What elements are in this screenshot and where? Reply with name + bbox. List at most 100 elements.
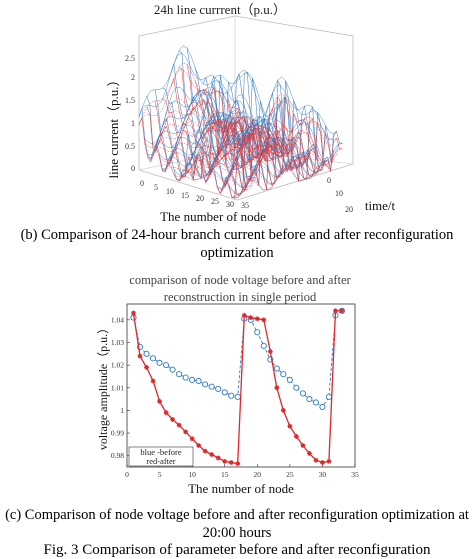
x-tick-label: 20: [254, 470, 262, 479]
x-tick-label: 30: [226, 200, 234, 209]
data-point: [150, 355, 157, 362]
surface-line: [138, 62, 236, 125]
surface-line: [147, 99, 244, 158]
data-point: [312, 399, 319, 406]
data-point: [143, 350, 150, 357]
y-tick-label: 1.04: [111, 315, 124, 324]
x-tick-label: 25: [211, 197, 219, 206]
x-tick-label: 25: [286, 470, 294, 479]
y-tick-label: 0.98: [111, 451, 124, 460]
data-point: [333, 308, 338, 314]
surface-line: [176, 134, 273, 180]
z-tick-label: 1: [131, 119, 135, 128]
caption-b: (b) Comparison of 24-hour branch current…: [20, 227, 454, 261]
data-point: [235, 461, 241, 467]
surface-line: [246, 129, 343, 191]
chart-b-y-ticks: 0 10 20: [327, 176, 353, 214]
x-tick-label: 35: [351, 470, 359, 479]
data-point: [137, 353, 143, 359]
legend-box: [128, 446, 194, 467]
surface-line: [194, 80, 303, 175]
legend-item-before: blue -before: [140, 447, 182, 457]
y-tick-label: 0.99: [111, 429, 124, 438]
data-point: [313, 457, 319, 463]
data-point: [319, 403, 326, 411]
surface-line: [208, 128, 305, 178]
z-tick-label: 0: [131, 164, 135, 173]
data-point: [176, 422, 182, 428]
data-point: [144, 364, 149, 370]
surface-line: [222, 151, 320, 188]
data-point: [234, 393, 241, 400]
figure-caption: Fig. 3 Comparison of parameter before an…: [43, 542, 431, 558]
surface-line: [154, 100, 263, 192]
data-point: [307, 451, 312, 456]
data-point: [280, 408, 286, 413]
surface-line: [196, 111, 294, 160]
data-point: [222, 458, 228, 464]
surface-line: [186, 47, 295, 178]
data-point: [299, 390, 306, 397]
surface-line: [138, 45, 236, 118]
data-point: [169, 366, 176, 373]
data-point: [325, 393, 332, 400]
data-point: [131, 310, 136, 316]
x-tick-label: 5: [154, 183, 158, 192]
surface-line: [196, 99, 294, 155]
surface-line: [156, 111, 253, 152]
surface-line: [193, 130, 291, 176]
y-tick-label: 0: [327, 176, 331, 185]
x-tick-label: 10: [166, 187, 174, 196]
surface-line: [176, 146, 273, 180]
data-point: [183, 429, 189, 435]
z-tick-label: 2.5: [125, 54, 135, 63]
x-tick-label: 0: [140, 179, 144, 188]
chart-c-xlabel: The number of node: [188, 481, 294, 496]
data-point: [215, 385, 222, 392]
chart-b-z-ticks: 2.5 2 1.5 1 0.5 0: [125, 54, 135, 173]
surface-line: [202, 88, 311, 182]
data-point: [163, 410, 169, 416]
x-tick-label: 35: [241, 201, 249, 210]
chart-c-ticks: 0 5 10 15 20 25 30 35 0.98 0.99 1 1.01 1.02 1.03 1.04: [111, 315, 359, 479]
surface-line: [205, 125, 302, 184]
surface-line: [141, 52, 239, 109]
x-tick-label: 30: [319, 470, 327, 479]
data-point: [280, 371, 287, 378]
legend-item-after: red-after: [146, 456, 175, 466]
y-tick-label: 10: [335, 189, 343, 198]
data-point: [182, 374, 189, 381]
chart-b-x-ticks: 0 5 10 15 20 25 30 35: [140, 179, 249, 210]
surface-after-mesh: [138, 62, 343, 199]
data-point: [248, 315, 254, 320]
surface-line: [164, 121, 262, 173]
chart-c-legend: blue -before red-after: [128, 446, 194, 467]
surface-line: [146, 106, 255, 196]
data-point: [150, 378, 156, 384]
data-point: [202, 381, 209, 388]
surface-line: [240, 101, 337, 150]
x-tick-label: 15: [221, 470, 229, 479]
data-point: [273, 365, 280, 372]
data-point: [326, 458, 332, 464]
data-point: [286, 376, 293, 383]
data-point: [163, 362, 170, 369]
data-point: [241, 312, 247, 318]
data-point: [339, 308, 345, 314]
surface-line: [179, 150, 276, 181]
data-point: [306, 396, 313, 403]
surface-line: [182, 153, 279, 177]
surface-line: [199, 120, 297, 166]
data-point: [221, 389, 228, 396]
data-point: [170, 417, 175, 422]
data-point: [228, 392, 235, 399]
series-after-line: [131, 308, 345, 467]
data-point: [196, 443, 202, 448]
data-point: [189, 376, 196, 383]
data-point: [254, 329, 261, 336]
surface-line: [202, 124, 299, 177]
surface-line: [150, 100, 247, 162]
y-tick-label: 1: [120, 406, 124, 415]
data-point: [260, 342, 267, 349]
data-point: [176, 371, 183, 378]
